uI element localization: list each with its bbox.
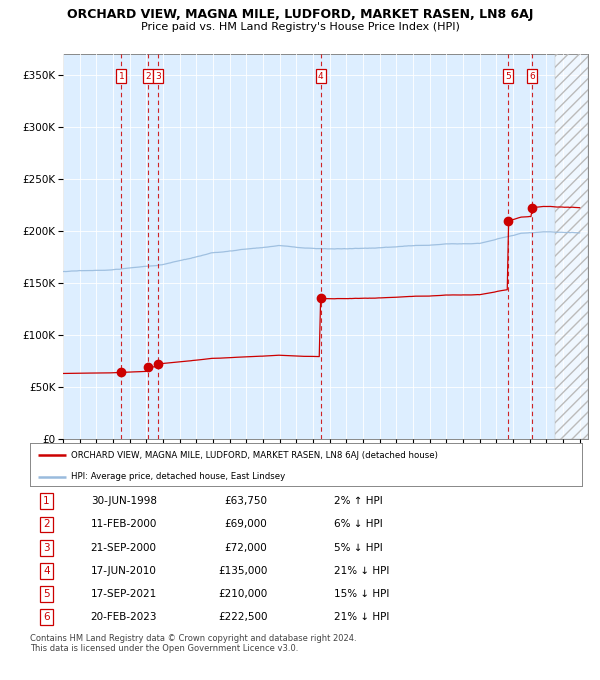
Text: £210,000: £210,000	[218, 589, 268, 599]
Text: £72,000: £72,000	[224, 543, 268, 553]
Text: ORCHARD VIEW, MAGNA MILE, LUDFORD, MARKET RASEN, LN8 6AJ (detached house): ORCHARD VIEW, MAGNA MILE, LUDFORD, MARKE…	[71, 451, 438, 460]
Text: 21-SEP-2000: 21-SEP-2000	[91, 543, 157, 553]
Bar	[554, 54, 588, 439]
Text: 3: 3	[155, 71, 161, 81]
Text: 15% ↓ HPI: 15% ↓ HPI	[334, 589, 389, 599]
Text: 2% ↑ HPI: 2% ↑ HPI	[334, 496, 382, 506]
Text: 5: 5	[505, 71, 511, 81]
Text: 30-JUN-1998: 30-JUN-1998	[91, 496, 157, 506]
Text: 21% ↓ HPI: 21% ↓ HPI	[334, 613, 389, 622]
Text: £222,500: £222,500	[218, 613, 268, 622]
Text: 4: 4	[318, 71, 323, 81]
Text: 5% ↓ HPI: 5% ↓ HPI	[334, 543, 382, 553]
Text: 1: 1	[118, 71, 124, 81]
Text: 6: 6	[43, 613, 50, 622]
Text: Price paid vs. HM Land Registry's House Price Index (HPI): Price paid vs. HM Land Registry's House …	[140, 22, 460, 32]
Text: 17-JUN-2010: 17-JUN-2010	[91, 566, 157, 576]
Text: 20-FEB-2023: 20-FEB-2023	[91, 613, 157, 622]
Text: 1: 1	[43, 496, 50, 506]
Text: 3: 3	[43, 543, 50, 553]
Text: £135,000: £135,000	[218, 566, 268, 576]
Text: 2: 2	[43, 520, 50, 530]
Text: 6% ↓ HPI: 6% ↓ HPI	[334, 520, 382, 530]
Text: 2: 2	[146, 71, 151, 81]
Text: 5: 5	[43, 589, 50, 599]
Text: 6: 6	[529, 71, 535, 81]
Text: 4: 4	[43, 566, 50, 576]
Text: £63,750: £63,750	[224, 496, 268, 506]
Text: 11-FEB-2000: 11-FEB-2000	[91, 520, 157, 530]
Text: £69,000: £69,000	[224, 520, 268, 530]
Text: HPI: Average price, detached house, East Lindsey: HPI: Average price, detached house, East…	[71, 473, 286, 481]
Text: ORCHARD VIEW, MAGNA MILE, LUDFORD, MARKET RASEN, LN8 6AJ: ORCHARD VIEW, MAGNA MILE, LUDFORD, MARKE…	[67, 8, 533, 21]
Text: 17-SEP-2021: 17-SEP-2021	[91, 589, 157, 599]
Text: Contains HM Land Registry data © Crown copyright and database right 2024.
This d: Contains HM Land Registry data © Crown c…	[30, 634, 356, 653]
Text: 21% ↓ HPI: 21% ↓ HPI	[334, 566, 389, 576]
